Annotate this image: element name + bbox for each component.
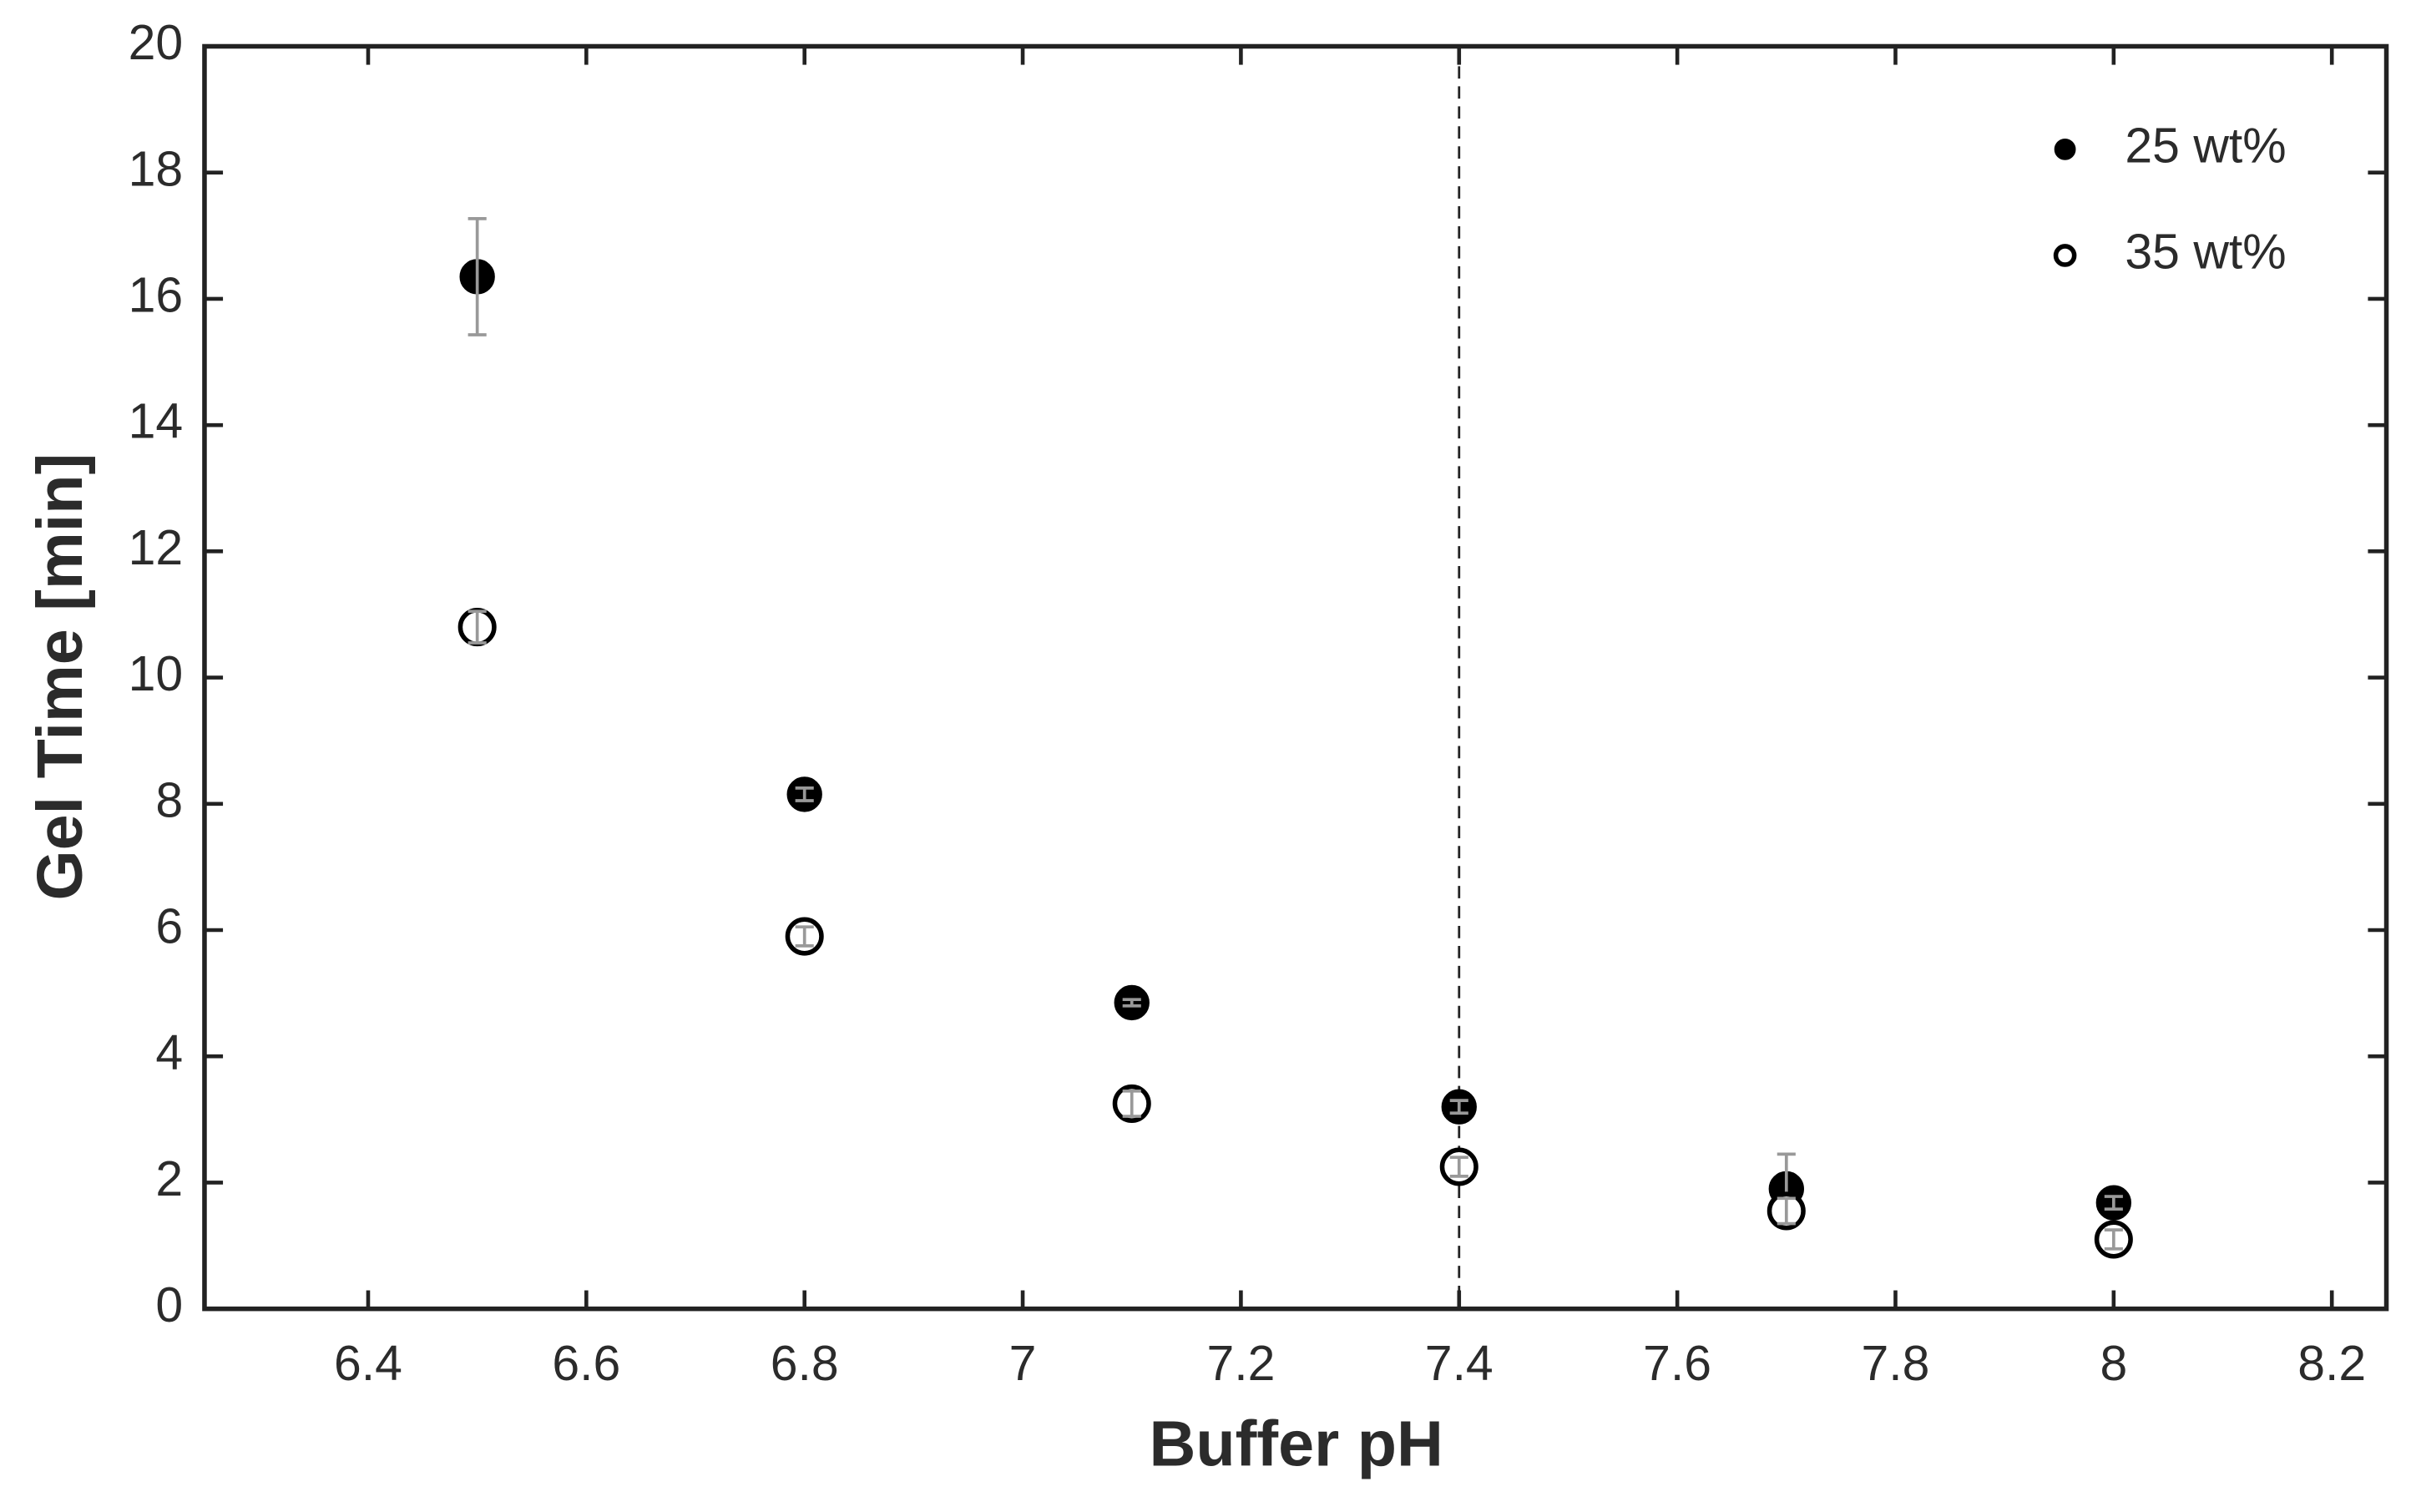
error-bar (1449, 1099, 1468, 1115)
x-tick-label: 6.6 (552, 1337, 620, 1391)
y-axis-label: Gel Time [min] (24, 453, 96, 901)
x-tick-label: 8 (2100, 1337, 2127, 1391)
error-bar (468, 217, 487, 336)
legend-label: 25 wt% (2125, 119, 2286, 173)
y-tick-label: 18 (129, 142, 184, 196)
x-tick-label: 7.4 (1425, 1337, 1494, 1391)
y-tick-label: 2 (155, 1152, 183, 1206)
y-tick-label: 0 (155, 1278, 183, 1332)
x-tick-label: 6.4 (334, 1337, 402, 1391)
y-tick-label: 16 (129, 268, 184, 322)
error-bar (468, 609, 487, 645)
x-tick-label: 6.8 (771, 1337, 839, 1391)
error-bar (795, 925, 814, 948)
y-tick-label: 4 (155, 1026, 183, 1080)
x-tick-label: 7.8 (1862, 1337, 1930, 1391)
x-axis-label: Buffer pH (1150, 1408, 1443, 1480)
legend-marker (2053, 244, 2077, 267)
y-tick-label: 6 (155, 900, 183, 954)
y-tick-label: 8 (155, 773, 183, 827)
x-tick-label: 7.2 (1206, 1337, 1275, 1391)
y-tick-label: 10 (129, 647, 184, 701)
y-tick-label: 12 (129, 521, 184, 575)
legend-marker (2054, 139, 2076, 160)
error-bar (1122, 998, 1141, 1008)
error-bar (2104, 1195, 2123, 1211)
error-bar (1122, 1089, 1141, 1118)
plot-frame (202, 43, 2389, 1312)
error-bar (1777, 1196, 1796, 1226)
x-tick-label: 7 (1009, 1337, 1037, 1391)
x-tick-label: 8.2 (2297, 1337, 2366, 1391)
legend-label: 35 wt% (2125, 225, 2286, 280)
error-bar (795, 786, 814, 802)
error-bar (1449, 1155, 1468, 1178)
error-bar (2104, 1228, 2123, 1251)
y-tick-label: 20 (129, 16, 184, 70)
x-tick-label: 7.6 (1643, 1337, 1711, 1391)
y-tick-label: 14 (129, 395, 184, 449)
